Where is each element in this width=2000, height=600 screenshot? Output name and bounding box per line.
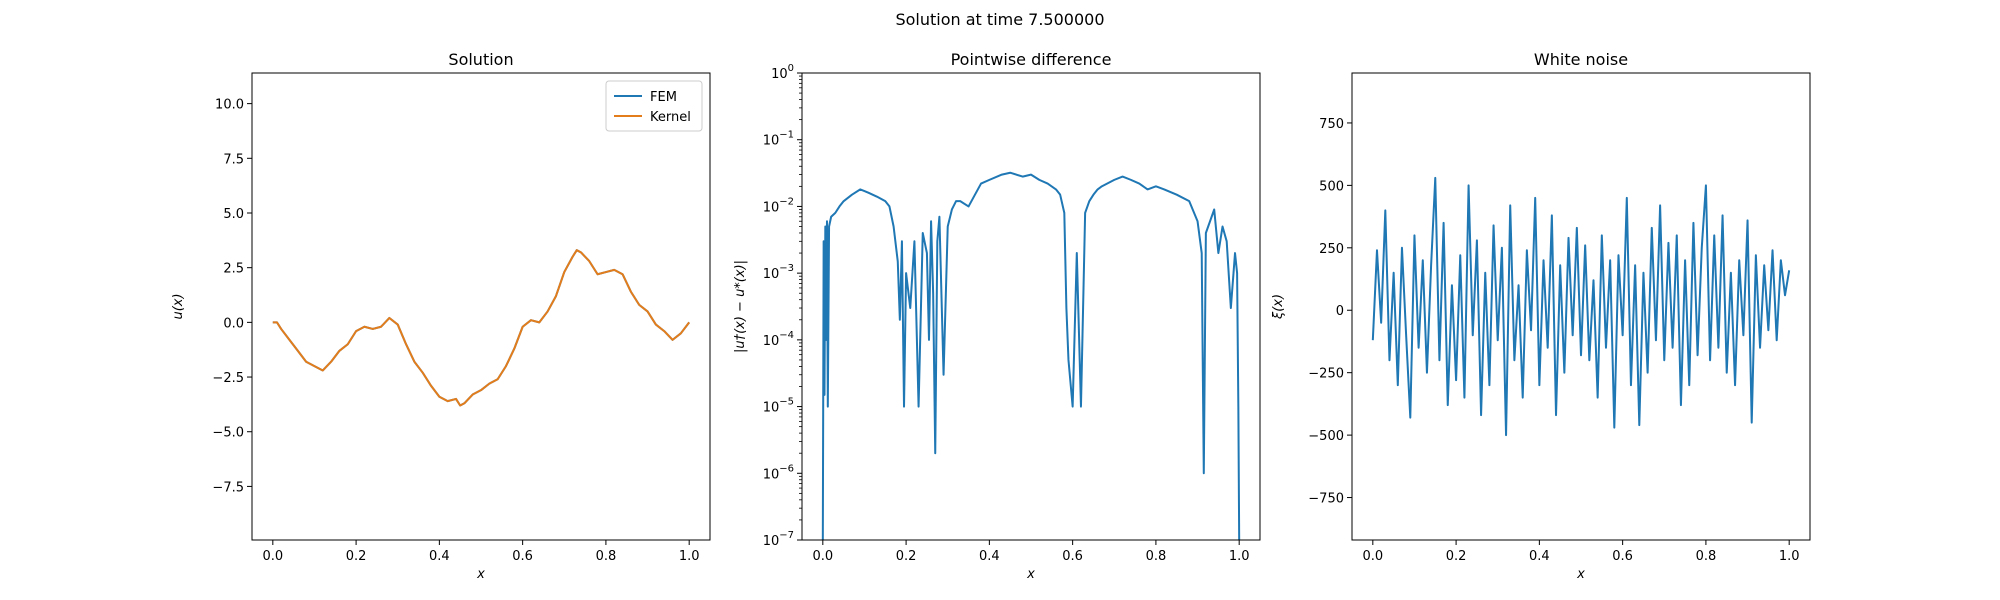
x-tick-label: 0.2 — [346, 549, 367, 564]
y-tick-label: 10−3 — [763, 263, 794, 282]
y-tick-label: 100 — [771, 63, 794, 82]
y-tick-exponent: −4 — [779, 330, 794, 341]
y-tick-label: 7.5 — [223, 152, 244, 167]
axes-frame — [251, 72, 711, 541]
y-tick-label: 250 — [1319, 242, 1344, 257]
y-tick-base: 10 — [763, 467, 780, 482]
x-tick-label: 0.0 — [1362, 549, 1383, 564]
x-tick-label: 0.6 — [1062, 549, 1083, 564]
y-tick-label: −250 — [1308, 367, 1344, 382]
y-tick-base: 10 — [763, 334, 780, 349]
x-tick-label: 0.8 — [1696, 549, 1717, 564]
y-tick-label: 10−6 — [763, 463, 794, 482]
x-tick-label: 0.4 — [979, 549, 1000, 564]
figure-suptitle: Solution at time 7.500000 — [895, 10, 1104, 29]
panel-title: Pointwise difference — [951, 50, 1112, 69]
x-tick-label: 1.0 — [679, 549, 700, 564]
axes-frame — [1351, 72, 1811, 541]
y-tick-exponent: −5 — [779, 397, 794, 408]
y-tick-label: −750 — [1308, 492, 1344, 507]
y-tick-exponent: −3 — [779, 263, 794, 274]
y-tick-exponent: −7 — [779, 530, 794, 541]
y-tick-label: 10−2 — [763, 196, 794, 215]
panel-title: White noise — [1534, 50, 1628, 69]
y-tick-label: −7.5 — [212, 480, 244, 495]
legend-label-kernel: Kernel — [650, 110, 691, 125]
y-tick-label: 0.0 — [223, 316, 244, 331]
y-tick-label: −5.0 — [212, 426, 244, 441]
x-axis-label: x — [476, 567, 485, 582]
legend-label-fem: FEM — [650, 90, 677, 105]
y-tick-exponent: −2 — [779, 196, 794, 207]
y-tick-exponent: 0 — [788, 63, 794, 74]
axes-frame — [801, 72, 1261, 541]
x-tick-label: 1.0 — [1779, 549, 1800, 564]
y-tick-label: 500 — [1319, 179, 1344, 194]
y-tick-base: 10 — [763, 401, 780, 416]
y-tick-label: 0 — [1336, 304, 1344, 319]
series-line-data — [1371, 176, 1791, 437]
x-axis-label: x — [1576, 567, 1585, 582]
x-tick-label: 0.4 — [429, 549, 450, 564]
x-tick-label: 0.2 — [1446, 549, 1467, 564]
y-tick-exponent: −1 — [779, 130, 794, 141]
y-tick-base: 10 — [763, 134, 780, 149]
x-tick-label: 0.6 — [1612, 549, 1633, 564]
y-tick-label: 10−4 — [763, 330, 794, 349]
series-line-kernel — [272, 249, 690, 407]
panel-title: Solution — [448, 50, 513, 69]
y-tick-exponent: −6 — [779, 463, 794, 474]
y-tick-label: 10−1 — [763, 130, 794, 149]
y-tick-label: −500 — [1308, 429, 1344, 444]
y-tick-base: 10 — [771, 67, 788, 82]
x-tick-label: 0.2 — [896, 549, 917, 564]
x-tick-label: 0.4 — [1529, 549, 1550, 564]
y-tick-label: 10.0 — [215, 98, 244, 113]
series-line-data — [821, 171, 1241, 540]
y-tick-label: 750 — [1319, 117, 1344, 132]
y-tick-base: 10 — [763, 267, 780, 282]
y-tick-label: 2.5 — [223, 262, 244, 277]
x-tick-label: 0.0 — [812, 549, 833, 564]
x-tick-label: 1.0 — [1229, 549, 1250, 564]
y-tick-label: 10−7 — [763, 530, 794, 549]
y-tick-label: 10−5 — [763, 397, 794, 416]
y-axis-label: |u†(x) − u*(x)| — [733, 260, 748, 353]
y-axis-label: ξ(x) — [1271, 294, 1286, 320]
pointwise-difference-panel: 0.0 0.2 0.4 0.6 0.8 1.010−710−610−510−410−310… — [733, 50, 1261, 582]
white-noise-panel: 0.0 0.2 0.4 0.6 0.8 1.0 −750 −500 −250 0 250 500 750… — [1271, 50, 1811, 582]
solution-panel: 0.0 0.2 0.4 0.6 0.8 1.0 −7.5 −5.0 −2.5 0.0 2.5 5.0 7… — [171, 50, 711, 582]
x-tick-label: 0.8 — [1146, 549, 1167, 564]
x-tick-label: 0.6 — [512, 549, 533, 564]
y-tick-base: 10 — [763, 534, 780, 549]
x-axis-label: x — [1026, 567, 1035, 582]
x-tick-label: 0.0 — [262, 549, 283, 564]
y-tick-base: 10 — [763, 200, 780, 215]
x-tick-label: 0.8 — [596, 549, 617, 564]
y-axis-label: u(x) — [171, 293, 186, 319]
y-tick-label: −2.5 — [212, 371, 244, 386]
y-tick-label: 5.0 — [223, 207, 244, 222]
legend-box — [605, 80, 703, 132]
